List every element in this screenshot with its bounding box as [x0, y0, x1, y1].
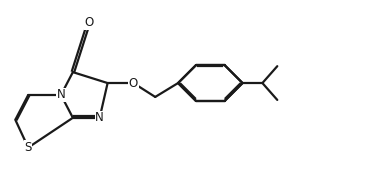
Text: O: O — [84, 16, 93, 29]
Text: N: N — [57, 88, 65, 102]
Text: S: S — [24, 141, 32, 154]
Text: O: O — [129, 76, 138, 90]
Text: N: N — [95, 111, 104, 124]
